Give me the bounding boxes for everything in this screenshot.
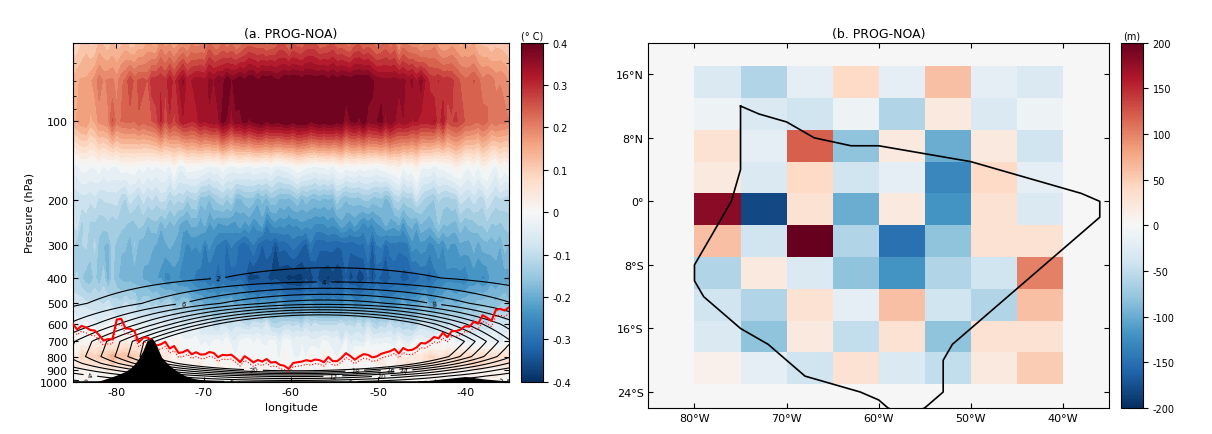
- Text: 4: 4: [321, 279, 326, 285]
- X-axis label: longitude: longitude: [264, 402, 318, 412]
- Text: 12: 12: [328, 373, 337, 379]
- Text: 14: 14: [399, 367, 408, 375]
- Title: (° C): (° C): [521, 31, 543, 41]
- Text: 18: 18: [350, 367, 360, 375]
- Text: 2: 2: [497, 378, 503, 385]
- Title: (a. PROG-NOA): (a. PROG-NOA): [244, 28, 338, 41]
- Text: 6: 6: [348, 379, 353, 385]
- Text: 4: 4: [87, 372, 93, 379]
- Text: 8: 8: [431, 301, 436, 307]
- Text: 4: 4: [431, 378, 436, 385]
- Y-axis label: Pressure (hPa): Pressure (hPa): [24, 173, 34, 253]
- Text: 20: 20: [248, 367, 258, 374]
- Text: 2: 2: [84, 378, 88, 385]
- Title: (b. PROG-NOA): (b. PROG-NOA): [831, 28, 926, 41]
- Text: 16: 16: [385, 366, 395, 374]
- Text: 8: 8: [162, 372, 168, 379]
- Text: 10: 10: [376, 372, 387, 380]
- Text: 2: 2: [216, 276, 221, 282]
- Title: (m): (m): [1124, 31, 1140, 41]
- Text: 6: 6: [179, 300, 185, 307]
- Text: 6: 6: [229, 378, 234, 385]
